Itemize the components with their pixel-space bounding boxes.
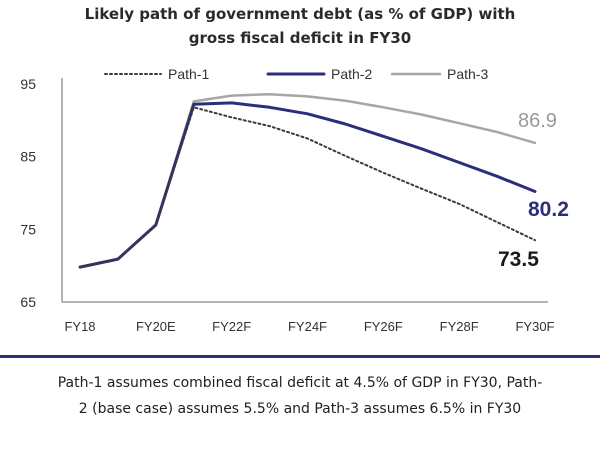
data-label-path-3: 86.9 bbox=[518, 110, 557, 132]
data-label-path-2: 80.2 bbox=[528, 198, 569, 221]
chart-title-line-2: gross fiscal deficit in FY30 bbox=[188, 29, 412, 47]
y-tick-label: 95 bbox=[20, 76, 36, 92]
legend-label-path-3: Path-3 bbox=[447, 66, 488, 82]
footnote-divider bbox=[0, 355, 600, 358]
x-tick-label: FY20E bbox=[136, 319, 176, 334]
x-tick-label: FY22F bbox=[212, 319, 251, 334]
series-line-path-1 bbox=[79, 106, 536, 269]
footnote-line-2: 2 (base case) assumes 5.5% and Path-3 as… bbox=[78, 401, 522, 417]
y-tick-label: 75 bbox=[20, 221, 36, 237]
series-line-path-3 bbox=[78, 92, 537, 269]
x-tick-label: FY26F bbox=[364, 319, 403, 334]
chart-title-line-1: Likely path of government debt (as % of … bbox=[84, 5, 516, 23]
legend-label-path-1: Path-1 bbox=[168, 66, 209, 82]
y-tick-label: 65 bbox=[20, 294, 36, 310]
x-tick-label: FY24F bbox=[288, 319, 327, 334]
footnote-line-1: Path-1 assumes combined fiscal deficit a… bbox=[57, 375, 543, 391]
series-line-path-2 bbox=[78, 101, 537, 269]
x-tick-label: FY30F bbox=[515, 319, 554, 334]
line-chart: 65 75 85 95 FY18 FY20E FY22F FY24F FY26F FY28F FY3… bbox=[20, 66, 569, 334]
legend-label-path-2: Path-2 bbox=[331, 66, 372, 82]
data-label-path-1: 73.5 bbox=[498, 248, 539, 271]
x-tick-label: FY28F bbox=[440, 319, 479, 334]
x-tick-label: FY18 bbox=[64, 319, 95, 334]
y-tick-label: 85 bbox=[20, 149, 36, 165]
